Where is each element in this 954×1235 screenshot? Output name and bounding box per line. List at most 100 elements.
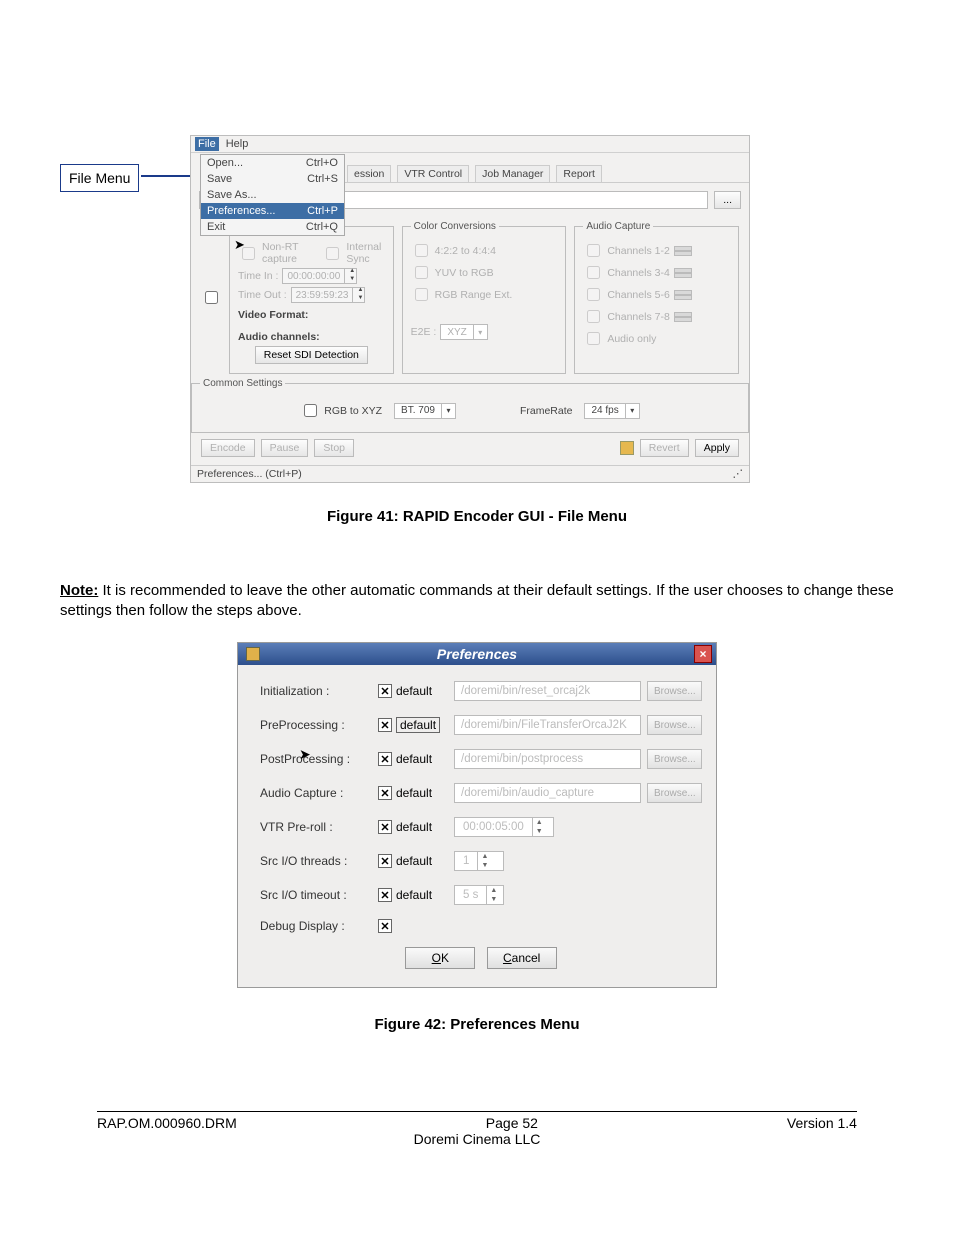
page-footer: RAP.OM.000960.DRM Page 52 Version 1.4 Do… [0,1111,954,1147]
apply-button[interactable]: Apply [695,439,739,457]
ch12-checkbox[interactable] [587,244,600,257]
audio-channels-row: Audio channels: [238,331,385,343]
footer-doc-id: RAP.OM.000960.DRM [97,1115,237,1131]
stop-button[interactable]: Stop [314,439,354,457]
cursor-icon: ➤ [299,746,311,763]
rgb-to-xyz-checkbox[interactable] [304,404,317,417]
figure-42-caption: Figure 42: Preferences Menu [60,1016,894,1033]
pref-threads-default[interactable]: ✕default [378,854,448,868]
time-in-row: Time In : 00:00:00:00 ▲▼ [238,268,385,284]
pref-init-browse[interactable]: Browse... [647,681,702,701]
note-label: Note: [60,582,98,599]
ch78-checkbox[interactable] [587,310,600,323]
internal-sync-checkbox[interactable] [326,247,339,260]
pref-ac-default[interactable]: ✕default [378,786,448,800]
pref-post-path[interactable]: /doremi/bin/postprocess [454,749,641,769]
audio-channels-label: Audio channels: [238,331,320,343]
cancel-button[interactable]: Cancel [487,947,557,969]
pref-pre-browse[interactable]: Browse... [647,715,702,735]
revert-button[interactable]: Revert [640,439,689,457]
pref-ac-browse[interactable]: Browse... [647,783,702,803]
tab-session[interactable]: ession [347,165,391,182]
encode-button[interactable]: Encode [201,439,255,457]
pref-post-label: PostProcessing : [260,752,372,766]
e2e-select[interactable]: XYZ▾ [440,324,487,340]
menu-save-as[interactable]: Save As... [201,187,344,203]
pref-post-default[interactable]: ✕default [378,752,448,766]
session-enable-col [201,221,219,374]
color-legend: Color Conversions [411,221,499,232]
non-rt-row: Non-RT capture Internal Sync [238,241,385,265]
note-text: It is recommended to leave the other aut… [60,582,894,619]
pref-pre-row: PreProcessing : ✕default /doremi/bin/Fil… [260,715,702,735]
video-format-label: Video Format: [238,309,308,321]
pref-vtr-default[interactable]: ✕default [378,820,448,834]
rgb-to-xyz-label: RGB to XYZ [324,405,382,417]
pref-ac-label: Audio Capture : [260,786,372,800]
ok-button[interactable]: OK [405,947,475,969]
time-in-field[interactable]: 00:00:00:00 ▲▼ [282,268,357,284]
time-in-label: Time In : [238,270,278,282]
audio-only-checkbox[interactable] [587,332,600,345]
tab-report[interactable]: Report [556,165,602,182]
tab-vtr-control[interactable]: VTR Control [397,165,469,182]
time-out-field[interactable]: 23:59:59:23 ▲▼ [291,287,366,303]
c422-checkbox[interactable] [415,244,428,257]
pref-debug-label: Debug Display : [260,919,372,933]
common-settings-group: Common Settings RGB to XYZ BT. 709▾ Fram… [191,378,749,433]
status-text: Preferences... (Ctrl+P) [197,468,302,480]
pref-timeout-spin[interactable]: 5 s ▲▼ [454,885,504,905]
pref-debug-row: Debug Display : ✕ [260,919,702,933]
pref-init-path[interactable]: /doremi/bin/reset_orcaj2k [454,681,641,701]
file-menu-callout: File Menu [60,164,139,192]
pref-timeout-default[interactable]: ✕default [378,888,448,902]
menu-preferences[interactable]: Preferences... Ctrl+P [201,203,344,219]
yuv-checkbox[interactable] [415,266,428,279]
cursor-icon: ➤ [234,237,245,253]
menu-save[interactable]: Save Ctrl+S [201,171,344,187]
pref-vtr-spin[interactable]: 00:00:05:00 ▲▼ [454,817,554,837]
bt-select[interactable]: BT. 709▾ [394,403,456,419]
e2e-label: E2E : [411,326,437,338]
pref-debug-checkbox[interactable]: ✕ [378,919,408,933]
pref-pre-path[interactable]: /doremi/bin/FileTransferOrcaJ2K [454,715,641,735]
pref-post-row: PostProcessing : ✕default /doremi/bin/po… [260,749,702,769]
footer-version: Version 1.4 [787,1115,857,1131]
menu-file[interactable]: File [195,137,219,151]
audio-legend: Audio Capture [583,221,653,232]
ch56-checkbox[interactable] [587,288,600,301]
preferences-titlebar: Preferences × [238,643,716,665]
range-checkbox[interactable] [415,288,428,301]
menu-open[interactable]: Open... Ctrl+O [201,155,344,171]
tab-job-manager[interactable]: Job Manager [475,165,550,182]
pref-init-row: Initialization : ✕default /doremi/bin/re… [260,681,702,701]
video-format-row: Video Format: [238,309,385,321]
callout-text: File Menu [69,170,130,186]
resize-grip-icon: ⋰ [733,468,744,480]
browse-button[interactable]: ... [714,191,741,209]
audio-capture-group: Audio Capture Channels 1-2 Channels 3-4 … [574,221,739,374]
ch34-checkbox[interactable] [587,266,600,279]
menu-exit[interactable]: Exit Ctrl+Q [201,219,344,235]
color-conversions-group: Color Conversions 4:2:2 to 4:4:4 YUV to … [402,221,567,374]
framerate-label: FrameRate [520,405,573,417]
pref-init-default[interactable]: ✕default [378,684,448,698]
pause-button[interactable]: Pause [261,439,309,457]
reset-row: Reset SDI Detection [238,346,385,364]
reset-sdi-button[interactable]: Reset SDI Detection [255,346,368,364]
session-enable-checkbox[interactable] [205,291,218,304]
encoder-window: File Help Open... Ctrl+O Save Ctrl+S Sav… [190,135,750,483]
ch78-meter-icon [674,312,692,322]
pref-threads-spin[interactable]: 1 ▲▼ [454,851,504,871]
pref-post-browse[interactable]: Browse... [647,749,702,769]
ch56-meter-icon [674,290,692,300]
pref-ac-path[interactable]: /doremi/bin/audio_capture [454,783,641,803]
pref-timeout-label: Src I/O timeout : [260,888,372,902]
preferences-title: Preferences [238,646,716,662]
pref-pre-default[interactable]: ✕default [378,717,448,733]
ch34-meter-icon [674,268,692,278]
menu-help[interactable]: Help [223,137,252,151]
framerate-select[interactable]: 24 fps▾ [584,403,639,419]
time-out-row: Time Out : 23:59:59:23 ▲▼ [238,287,385,303]
pref-timeout-row: Src I/O timeout : ✕default 5 s ▲▼ [260,885,702,905]
